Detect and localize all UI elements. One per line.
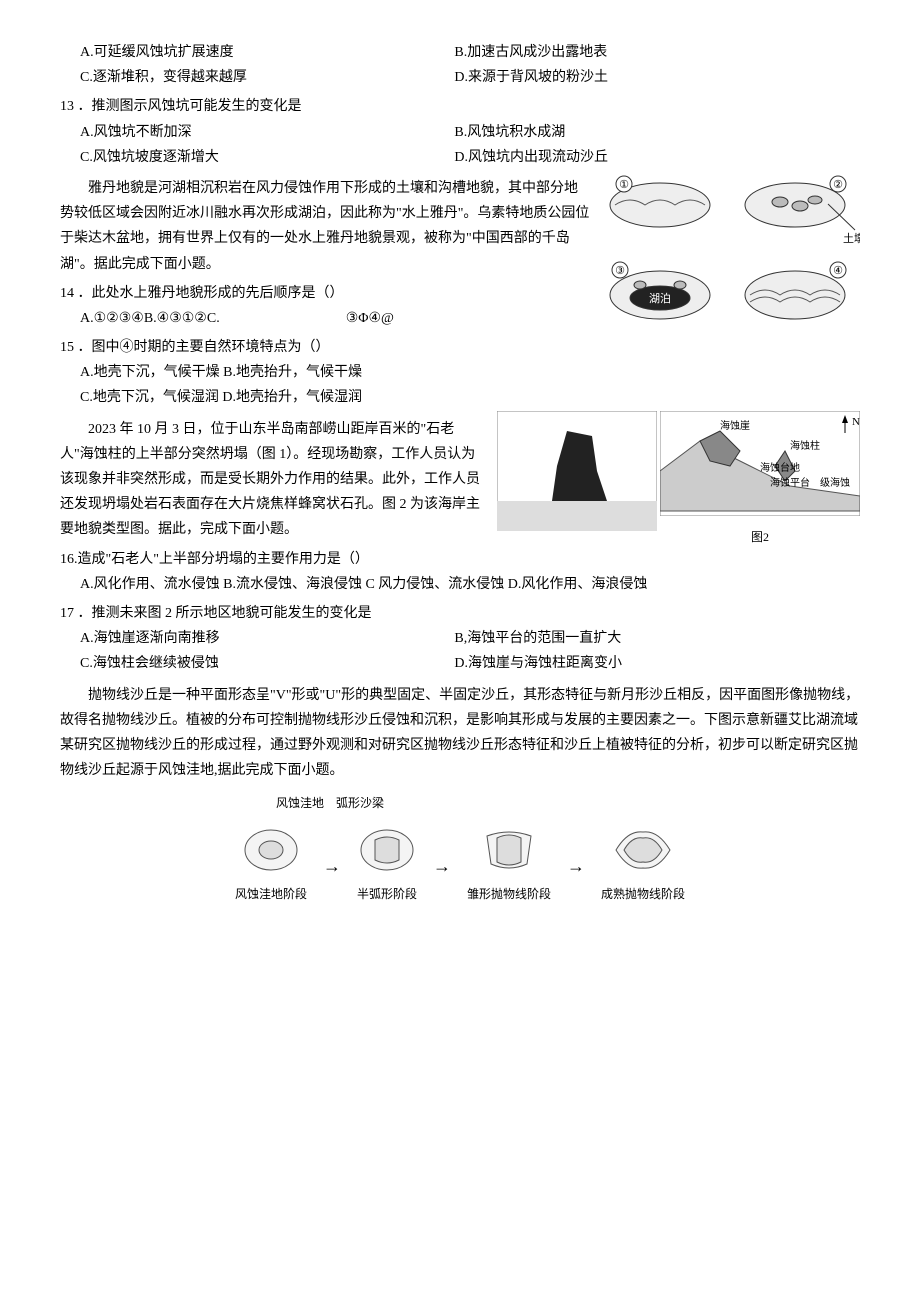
- jihaishi-label: 级海蚀: [820, 476, 850, 489]
- north-label: N: [852, 416, 860, 428]
- q17-options-cd: C.海蚀柱会继续被侵蚀 D.海蚀崖与海蚀柱距离变小: [80, 651, 860, 676]
- seq-stage-4: 成熟抛物线阶段: [601, 826, 685, 905]
- seq-label-3: 雏形抛物线阶段: [467, 884, 551, 906]
- fig1-svg: [497, 411, 657, 531]
- seq-stage-1: 风蚀洼地阶段: [235, 826, 307, 905]
- yadan-label-4: ④: [833, 265, 843, 277]
- haishitai-label: 海蚀台地: [760, 461, 800, 474]
- seq-label-1: 风蚀洼地阶段: [235, 884, 307, 906]
- yadan-lake-label: 湖泊: [649, 292, 671, 305]
- seq-header-left: 风蚀洼地: [276, 796, 324, 810]
- q12-options: A.可延缓风蚀坑扩展速度 B.加速古风成沙出露地表 C.逐渐堆积，变得越来越厚 …: [80, 40, 860, 90]
- haishizhu-label: 海蚀柱: [790, 439, 820, 452]
- arrow-icon: →: [567, 850, 585, 882]
- q15-opt-cd: C.地壳下沉，气候湿润 D.地壳抬升，气候湿润: [80, 385, 860, 410]
- haishiya-label: 海蚀崖: [720, 419, 750, 432]
- q16-stem: 16.造成"石老人"上半部分坍塌的主要作用力是（）: [60, 547, 860, 572]
- yadan-mound-label: 土墩: [843, 231, 860, 245]
- q17-opt-a: A.海蚀崖逐渐向南推移: [80, 626, 454, 651]
- seq-label-2: 半弧形阶段: [357, 884, 417, 906]
- yadan-label-2: ②: [833, 179, 843, 191]
- q17-opt-b: B,海蚀平台的范围一直扩大: [454, 626, 828, 651]
- q13-opt-c: C.风蚀坑坡度逐渐增大: [80, 145, 454, 170]
- haishipingtai-label: 海蚀平台: [770, 476, 810, 489]
- sequence-diagram: 风蚀洼地 弧形沙梁 风蚀洼地阶段 → 半弧形阶段 → 雏形抛物线阶段 → 成熟抛…: [60, 791, 860, 905]
- q12-opt-a: A.可延缓风蚀坑扩展速度: [80, 40, 454, 65]
- yadan-svg: ① ② 土墩 湖泊 ③ ④: [600, 170, 860, 340]
- yadan-label-3: ③: [615, 265, 625, 277]
- shilaoren-figures: N 海蚀崖 海蚀台地 海蚀柱 海蚀平台 级海蚀 图2: [497, 411, 861, 549]
- yadan-figure: ① ② 土墩 湖泊 ③ ④: [600, 170, 860, 349]
- q13-opt-b: B.风蚀坑积水成湖: [454, 120, 828, 145]
- q17-stem: 17 ．推测未来图 2 所示地区地貌可能发生的变化是: [60, 601, 860, 626]
- arrow-icon: →: [323, 850, 341, 882]
- q16-options: A.风化作用、流水侵蚀 B.流水侵蚀、海浪侵蚀 C 风力侵蚀、流水侵蚀 D.风化…: [80, 572, 860, 597]
- q16: 16.造成"石老人"上半部分坍塌的主要作用力是（） A.风化作用、流水侵蚀 B.…: [60, 547, 860, 597]
- passage-paowuxian: 抛物线沙丘是一种平面形态呈"V"形或"U"形的典型固定、半固定沙丘，其形态特征与…: [60, 683, 860, 784]
- seq-stage-3: 雏形抛物线阶段: [467, 826, 551, 905]
- q13-opt-d: D.风蚀坑内出现流动沙丘: [454, 145, 828, 170]
- q12-opt-d: D.来源于背风坡的粉沙土: [454, 65, 828, 90]
- q17: 17 ．推测未来图 2 所示地区地貌可能发生的变化是 A.海蚀崖逐渐向南推移 B…: [60, 601, 860, 651]
- q12-opt-b: B.加速古风成沙出露地表: [454, 40, 828, 65]
- q17-opt-c: C.海蚀柱会继续被侵蚀: [80, 651, 454, 676]
- fig2-caption: 图2: [660, 527, 860, 549]
- q13-stem: 13 ．推测图示风蚀坑可能发生的变化是: [60, 94, 860, 119]
- seq-stage-2: 半弧形阶段: [357, 826, 417, 905]
- q17-opt-d: D.海蚀崖与海蚀柱距离变小: [454, 651, 828, 676]
- q13: 13 ．推测图示风蚀坑可能发生的变化是 A.风蚀坑不断加深 B.风蚀坑积水成湖 …: [60, 94, 860, 170]
- seq-label-4: 成熟抛物线阶段: [601, 884, 685, 906]
- q13-opt-a: A.风蚀坑不断加深: [80, 120, 454, 145]
- fig2-svg: N 海蚀崖 海蚀台地 海蚀柱 海蚀平台 级海蚀: [660, 411, 860, 516]
- seq-header-right: 弧形沙梁: [336, 796, 384, 810]
- q15-opt-ab: A.地壳下沉，气候干燥 B.地壳抬升，气候干燥: [80, 360, 860, 385]
- yadan-label-1: ①: [619, 179, 629, 191]
- arrow-icon: →: [433, 850, 451, 882]
- q12-opt-c: C.逐渐堆积，变得越来越厚: [80, 65, 454, 90]
